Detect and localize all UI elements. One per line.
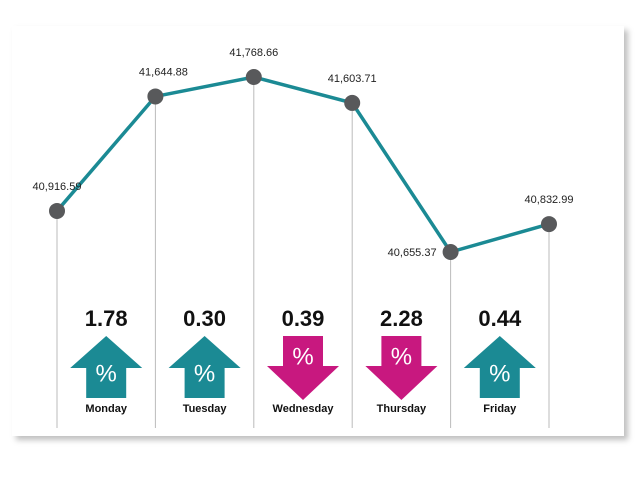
point-label: 41,603.71: [328, 73, 377, 85]
point: [541, 216, 557, 233]
point: [442, 244, 459, 260]
change-label: 0.39: [282, 306, 325, 331]
day-label: Wednesday: [273, 403, 335, 415]
point: [147, 88, 164, 105]
percent-symbol: %: [489, 360, 510, 387]
change-arrow: [267, 336, 339, 400]
price-line: [55, 75, 550, 255]
change-label: 0.44: [478, 306, 522, 331]
change-arrow: [463, 336, 536, 398]
point: [245, 69, 262, 85]
point-label: 41,644.88: [139, 66, 188, 78]
day-label: Tuesday: [183, 403, 228, 415]
percent-symbol: %: [292, 343, 313, 370]
day-label: Monday: [85, 403, 127, 415]
point-label: 40,916.59: [33, 181, 82, 193]
point: [49, 202, 65, 219]
change-label: 0.30: [183, 306, 226, 331]
point-label: 40,655.37: [388, 247, 437, 259]
percent-symbol: %: [96, 360, 117, 387]
point-label: 40,832.99: [525, 194, 574, 206]
point: [344, 94, 361, 111]
point-label: 41,768.66: [229, 47, 278, 59]
change-arrow: [168, 336, 241, 398]
day-label: Friday: [483, 403, 517, 415]
percent-symbol: %: [391, 343, 412, 370]
day-label: Thursday: [377, 403, 427, 415]
change-arrow: [70, 336, 143, 398]
percent-symbol: %: [194, 360, 215, 387]
change-arrow: [365, 336, 438, 400]
change-label: 1.78: [85, 306, 128, 331]
change-label: 2.28: [380, 306, 423, 331]
